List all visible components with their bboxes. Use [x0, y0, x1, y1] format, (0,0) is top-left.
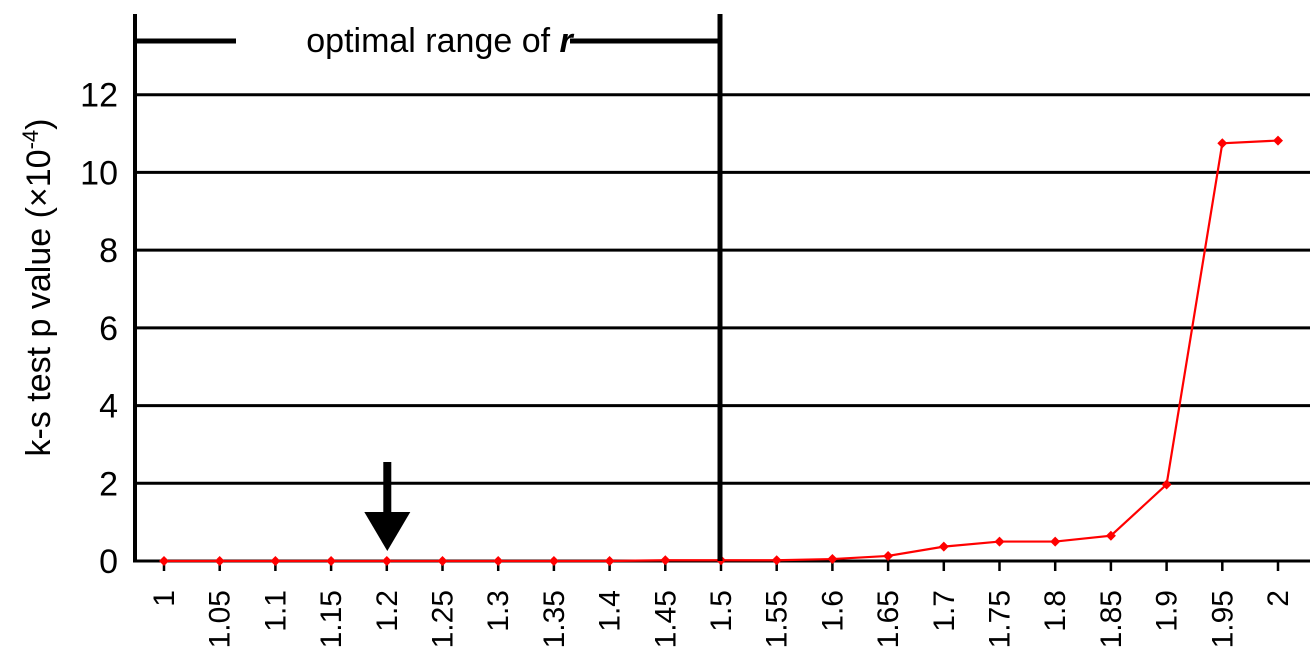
data-point: [771, 555, 782, 566]
x-tick-label: 1.75: [984, 590, 1017, 648]
data-point: [1217, 138, 1228, 149]
x-tick-label: 1.45: [649, 590, 682, 648]
y-tick-label: 12: [80, 77, 118, 115]
x-tick-label: 1.5: [705, 590, 738, 632]
data-point: [437, 556, 448, 566]
y-tick-label: 8: [99, 232, 118, 270]
x-tick-label: 1.55: [761, 590, 794, 648]
x-tick-label: 1.4: [594, 590, 627, 632]
x-tick-label: 1.7: [928, 590, 961, 632]
x-tick-label: 1: [148, 590, 181, 607]
x-tick-label: 1.6: [816, 590, 849, 632]
data-point: [1273, 135, 1283, 146]
x-tick-label: 1.25: [427, 590, 460, 648]
x-tick-label: 1.1: [259, 590, 292, 632]
data-point: [214, 556, 225, 566]
selected-r-arrow-head: [364, 512, 411, 551]
data-point: [270, 556, 281, 566]
x-tick-label: 1.9: [1151, 590, 1184, 632]
data-point: [326, 556, 337, 566]
y-tick-label: 4: [99, 388, 118, 426]
x-tick-label: 1.3: [482, 590, 515, 632]
data-point: [1161, 479, 1172, 490]
y-axis-label-main: k-s test p value (×10: [20, 149, 58, 456]
data-point: [994, 536, 1005, 547]
y-axis-label: k-s test p value (×10-4): [18, 119, 58, 457]
x-tick-label: 1.8: [1039, 590, 1072, 632]
x-tick-label: 1.85: [1095, 590, 1128, 648]
x-tick-label: 1.95: [1206, 590, 1239, 648]
data-point: [660, 555, 671, 566]
y-tick-label: 10: [80, 154, 118, 192]
data-point: [493, 556, 504, 566]
data-point: [159, 556, 169, 566]
optimal-range-variable: r: [560, 22, 575, 60]
x-tick-label: 1.65: [872, 590, 905, 648]
y-tick-label: 6: [99, 310, 118, 348]
x-tick-label: 1.15: [315, 590, 348, 648]
x-tick-label: 1.2: [371, 590, 404, 632]
y-tick-label: 2: [99, 465, 118, 503]
optimal-range-label: optimal range of r: [306, 22, 574, 60]
y-tick-label: 0: [99, 543, 118, 581]
annotation-layer: optimal range of r: [135, 14, 723, 561]
optimal-range-text: optimal range of: [306, 22, 559, 60]
x-tick-label: 1.05: [204, 590, 237, 648]
data-point: [381, 556, 392, 566]
data-point: [1105, 530, 1116, 541]
y-axis-label-exponent: -4: [18, 130, 43, 150]
data-point: [827, 554, 838, 565]
x-tick-label: 2: [1262, 590, 1295, 607]
x-tick-label: 1.35: [538, 590, 571, 648]
y-tick-labels: 0 2 4 6 8 10 12: [80, 77, 118, 581]
data-point: [938, 541, 949, 552]
x-tick-labels: 1 1.05 1.1 1.15 1.2 1.25 1.3 1.35 1.4 1.45 1.5 1.55…: [148, 590, 1295, 648]
data-point: [883, 550, 894, 561]
data-point: [548, 556, 559, 566]
data-point: [604, 556, 615, 566]
y-axis-label-close: ): [20, 119, 58, 130]
data-point: [1050, 536, 1061, 547]
